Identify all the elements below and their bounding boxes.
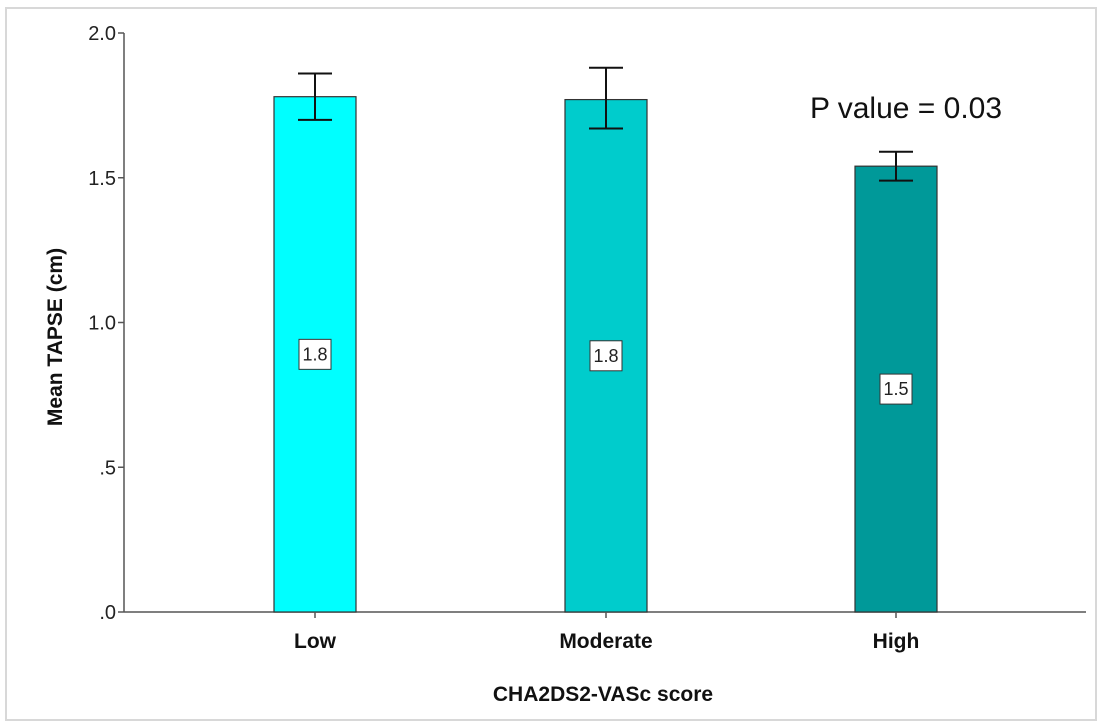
data-label: 1.5 <box>883 379 908 399</box>
y-tick-label: 1.0 <box>88 313 116 335</box>
data-label-box <box>298 338 332 370</box>
x-axis-title: CHA2DS2-VASc score <box>493 683 713 706</box>
x-tick-label: Moderate <box>559 630 652 653</box>
y-tick-label: 2.0 <box>88 23 116 45</box>
y-tick-label: .5 <box>99 457 116 479</box>
data-label: 1.8 <box>593 346 618 366</box>
data-label-box <box>879 373 913 405</box>
y-tick-label: 1.5 <box>88 168 116 190</box>
chart-frame <box>5 7 1097 721</box>
data-label-box <box>589 340 623 372</box>
y-axis-title: Mean TAPSE (cm) <box>44 248 67 426</box>
x-tick-label: High <box>873 630 920 653</box>
x-tick-label: Low <box>294 630 337 653</box>
p-value-annotation: P value = 0.03 <box>810 92 1002 125</box>
y-tick-label: .0 <box>99 602 116 624</box>
plot-area: .0 .5 1.0 1.5 2.0 Low 1.8 Moderate 1.8 High 1.5 <box>88 23 1086 653</box>
data-label: 1.8 <box>302 344 327 364</box>
